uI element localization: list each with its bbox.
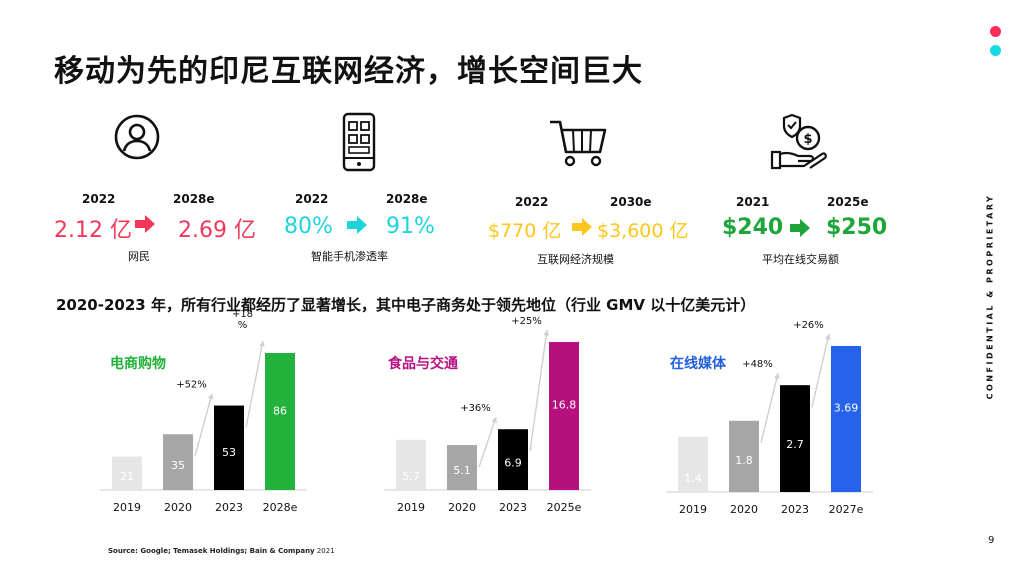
x-tick-label: 2020 bbox=[730, 503, 758, 516]
growth-arrow bbox=[194, 393, 213, 457]
chart-ecommerce: 电商购物 21 2019 35 2020 53 2023 86 2028e +52% +18% bbox=[100, 309, 307, 514]
growth-arrow-head bbox=[543, 330, 550, 336]
stat-year-from: 2022 bbox=[295, 192, 329, 206]
source-year: 2021 bbox=[314, 547, 335, 555]
stat-value-from: 80% bbox=[284, 214, 333, 239]
bar-value-label: 5.7 bbox=[402, 470, 420, 483]
bar-value-label: 16.8 bbox=[552, 399, 577, 412]
chart-title: 电商购物 bbox=[110, 355, 166, 372]
chart-food-transport: 食品与交通 5.7 2019 5.1 2020 6.9 2023 16.8 2025e +36% +… bbox=[384, 316, 591, 514]
growth-arrow-head bbox=[825, 334, 831, 340]
growth-label: +48% bbox=[742, 359, 773, 370]
stat-year-to: 2030e bbox=[610, 195, 652, 209]
arrow-right-icon bbox=[135, 215, 155, 233]
bar-value-label: 1.8 bbox=[735, 454, 753, 467]
growth-label: +36% bbox=[460, 403, 491, 414]
chart-online-media: 在线媒体 1.4 2019 1.8 2020 2.7 2023 3.69 2027e +48% +2… bbox=[666, 320, 873, 516]
stat-year-to: 2025e bbox=[827, 195, 869, 209]
bar-value-label: 5.1 bbox=[453, 464, 471, 477]
bar-2028e bbox=[265, 353, 295, 490]
stat-caption: 智能手机渗透率 bbox=[311, 250, 388, 263]
growth-arrow bbox=[478, 416, 497, 468]
bar-value-label: 2.7 bbox=[786, 438, 804, 451]
shopping-cart-icon bbox=[550, 120, 607, 167]
x-tick-label: 2025e bbox=[547, 501, 582, 514]
x-tick-label: 2023 bbox=[215, 501, 243, 514]
growth-arrow-head bbox=[207, 393, 214, 400]
stat-caption: 网民 bbox=[128, 250, 150, 263]
x-tick-label: 2019 bbox=[397, 501, 425, 514]
x-tick-label: 2020 bbox=[448, 501, 476, 514]
bar-value-label: 35 bbox=[171, 459, 185, 472]
stat-year-to: 2028e bbox=[173, 192, 215, 206]
stat-value-to: 2.69 亿 bbox=[178, 218, 256, 243]
x-tick-label: 2023 bbox=[499, 501, 527, 514]
bar-2023 bbox=[498, 429, 528, 490]
growth-arrow bbox=[760, 373, 779, 443]
bar-2020 bbox=[729, 420, 759, 492]
decor-dot-red bbox=[990, 26, 1001, 37]
stat-value-from: 2.12 亿 bbox=[54, 218, 132, 243]
bar-value-label: 86 bbox=[273, 405, 287, 418]
stat-caption: 互联网经济规模 bbox=[537, 253, 614, 266]
stat-value-from: $240 bbox=[722, 215, 784, 240]
growth-label: +52% bbox=[176, 380, 207, 391]
growth-arrow bbox=[245, 340, 264, 428]
growth-arrow bbox=[529, 329, 548, 452]
decor-dot-cyan bbox=[990, 45, 1001, 56]
bar-2020 bbox=[163, 434, 193, 490]
growth-arrow-head bbox=[259, 341, 265, 347]
x-tick-label: 2019 bbox=[679, 503, 707, 516]
arrow-right-icon bbox=[572, 218, 592, 236]
smartphone-icon bbox=[342, 112, 376, 172]
growth-arrow-head bbox=[491, 417, 498, 424]
growth-arrow bbox=[811, 333, 830, 408]
source-note: Source: Google; Temasek Holdings; Bain &… bbox=[108, 547, 335, 555]
money-hand-icon: $ bbox=[770, 113, 827, 170]
arrow-right-icon bbox=[347, 216, 367, 234]
bar-value-label: 1.4 bbox=[684, 472, 702, 485]
bar-2027e bbox=[831, 346, 861, 492]
stat-value-to: $3,600 亿 bbox=[597, 220, 689, 242]
page-title: 移动为先的印尼互联网经济，增长空间巨大 bbox=[54, 54, 643, 89]
user-icon bbox=[114, 114, 160, 160]
stat-caption: 平均在线交易额 bbox=[762, 253, 839, 266]
page-number: 9 bbox=[988, 535, 995, 546]
bar-2019 bbox=[112, 456, 142, 490]
bar-2020 bbox=[447, 445, 477, 490]
bar-2019 bbox=[396, 439, 426, 490]
stat-year-to: 2028e bbox=[386, 192, 428, 206]
stat-value-to: 91% bbox=[386, 214, 435, 239]
growth-label: +25% bbox=[511, 316, 542, 327]
stat-value-to: $250 bbox=[826, 215, 888, 240]
bar-2023 bbox=[780, 385, 810, 492]
source-text: Source: Google; Temasek Holdings; Bain &… bbox=[108, 547, 315, 555]
x-tick-label: 2028e bbox=[263, 501, 298, 514]
bar-value-label: 53 bbox=[222, 446, 236, 459]
arrow-right-icon bbox=[790, 219, 810, 237]
growth-label: +26% bbox=[793, 320, 824, 331]
x-tick-label: 2020 bbox=[164, 501, 192, 514]
growth-arrow-head bbox=[773, 373, 780, 379]
bar-2023 bbox=[214, 405, 244, 490]
stat-year-from: 2021 bbox=[736, 195, 770, 209]
x-tick-label: 2019 bbox=[113, 501, 141, 514]
bar-value-label: 6.9 bbox=[504, 457, 522, 470]
x-tick-label: 2023 bbox=[781, 503, 809, 516]
svg-text:$: $ bbox=[803, 132, 812, 147]
stat-year-from: 2022 bbox=[82, 192, 116, 206]
bar-value-label: 3.69 bbox=[834, 402, 859, 415]
bar-value-label: 21 bbox=[120, 470, 134, 483]
confidential-label: CONFIDENTIAL & PROPRIETARY bbox=[985, 193, 995, 400]
stat-year-from: 2022 bbox=[515, 195, 549, 209]
growth-label: +18 bbox=[232, 309, 253, 320]
x-tick-label: 2027e bbox=[829, 503, 864, 516]
chart-title: 食品与交通 bbox=[388, 355, 458, 372]
stat-value-from: $770 亿 bbox=[488, 220, 562, 242]
bar-2019 bbox=[678, 436, 708, 492]
growth-label: % bbox=[238, 320, 248, 331]
bar-2025e bbox=[549, 342, 579, 490]
chart-subtitle: 2020-2023 年，所有行业都经历了显著增长，其中电子商务处于领先地位（行业… bbox=[56, 296, 756, 314]
chart-title: 在线媒体 bbox=[670, 355, 727, 372]
